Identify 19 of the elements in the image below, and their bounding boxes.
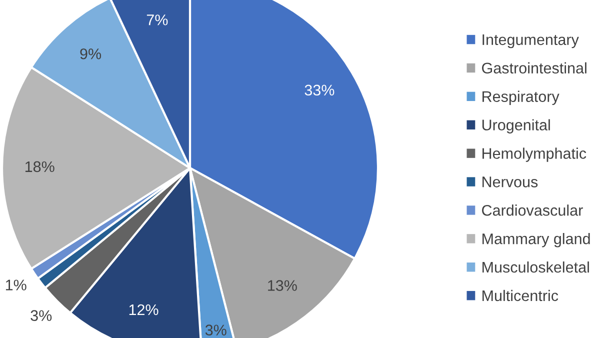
data-label: 9%	[80, 48, 102, 60]
legend-label: Gastrointestinal	[482, 62, 586, 74]
data-label: 13%	[268, 280, 297, 291]
data-label: 12%	[129, 304, 158, 316]
legend-label: Cardiovascular	[482, 204, 583, 216]
data-label: 7%	[146, 14, 168, 26]
legend-label: Integumentary	[482, 34, 579, 48]
data-label: 18%	[25, 161, 54, 172]
legend-label: Multicentric	[482, 290, 558, 302]
legend-label: Musculoskeletal	[482, 261, 589, 273]
data-label: 1%	[6, 280, 26, 290]
data-label: 33%	[304, 84, 334, 96]
legend-label: Mammary gland	[482, 233, 590, 248]
legend-label: Nervous	[482, 176, 538, 188]
data-label: 3%	[205, 324, 226, 336]
data-label: 3%	[30, 310, 52, 321]
legend-label: Urogenital	[482, 119, 550, 134]
legend-label: Hemolymphatic	[482, 148, 586, 162]
legend-label: Respiratory	[482, 90, 560, 105]
